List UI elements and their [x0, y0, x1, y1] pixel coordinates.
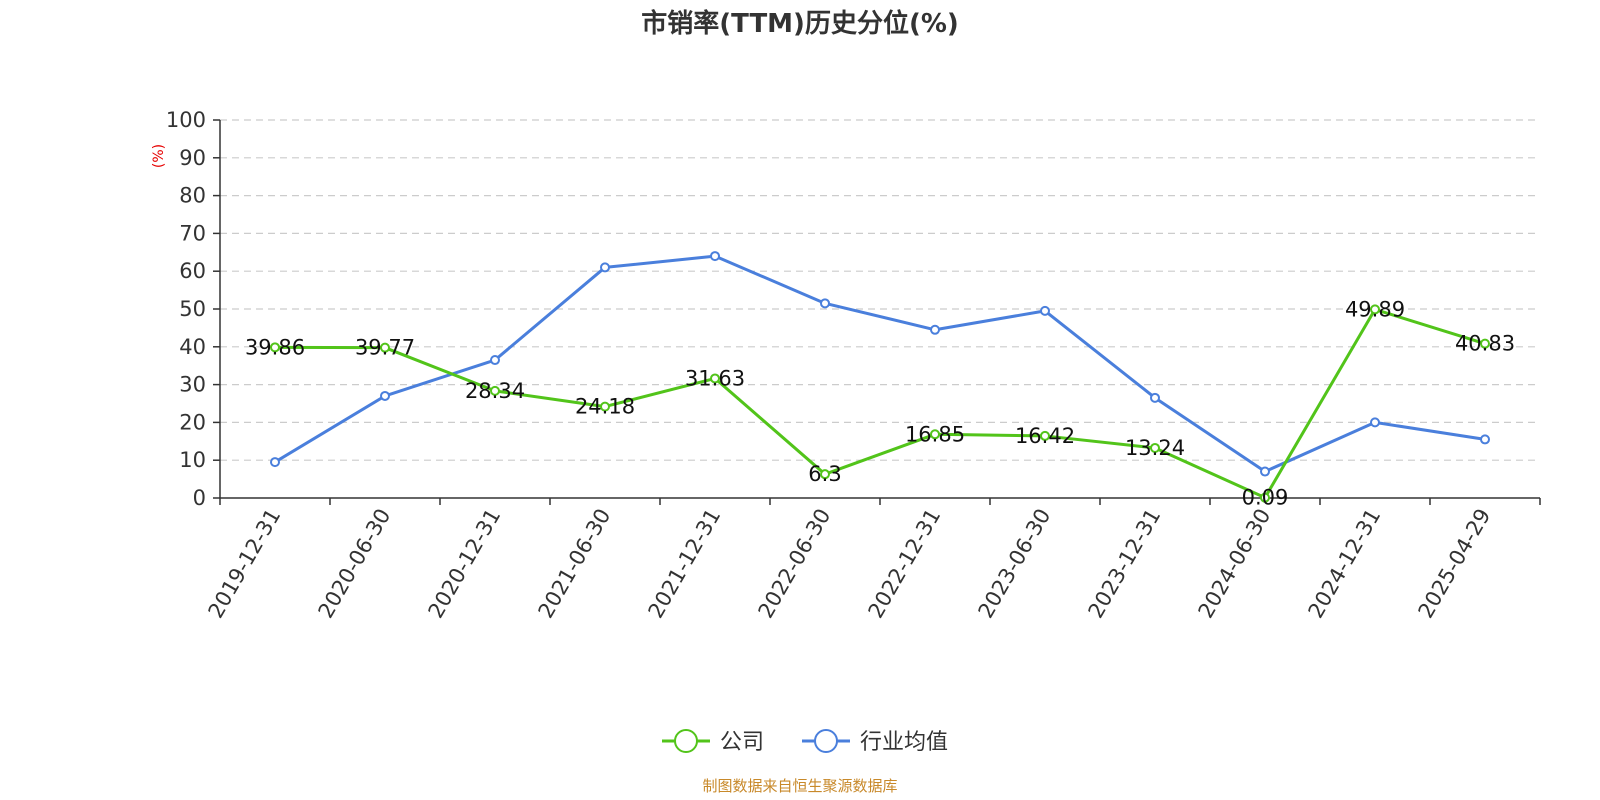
series-point-0[interactable]: [1040, 430, 1050, 441]
y-tick-label: 40: [179, 335, 206, 359]
legend-item-0[interactable]: 公司: [662, 729, 764, 755]
series-point-0[interactable]: [930, 429, 940, 440]
y-tick-label: 80: [179, 184, 206, 208]
series-point-0[interactable]: [600, 401, 610, 412]
data-label: 39.77: [355, 336, 415, 360]
data-label: 40.83: [1455, 332, 1515, 356]
x-tick-label: 2024-06-30: [1194, 505, 1276, 623]
chart-title: 市销率(TTM)历史分位(%): [641, 8, 959, 39]
series-point-0[interactable]: [490, 385, 500, 396]
series-point-0[interactable]: [820, 469, 830, 480]
x-tick-label: 2023-12-31: [1084, 505, 1166, 623]
data-label: 28.34: [465, 379, 525, 403]
data-label: 24.18: [575, 395, 635, 419]
x-tick-label: 2020-06-30: [314, 505, 396, 623]
x-tick-label: 2022-06-30: [754, 505, 836, 623]
series-line-0: [274, 307, 1486, 500]
series-point-1[interactable]: [600, 262, 610, 273]
series-point-0[interactable]: [1370, 304, 1380, 315]
y-tick-label: 20: [179, 410, 206, 434]
x-tick-labels: 2019-12-31 2020-06-30 2020-12-31 2021-06-30…: [204, 505, 1496, 623]
data-label: 6.3: [808, 462, 841, 486]
x-tick-label: 2023-06-30: [974, 505, 1056, 623]
x-tick-label: 2024-12-31: [1304, 505, 1386, 623]
y-tick-label: 0: [193, 486, 206, 510]
data-label: 49.89: [1345, 297, 1405, 321]
legend-label: 公司: [720, 730, 764, 755]
series-point-0[interactable]: [710, 373, 720, 384]
series-point-1[interactable]: [820, 298, 830, 309]
series-line-1: [274, 254, 1486, 474]
y-tick-label: 90: [179, 146, 206, 170]
gridlines: [220, 119, 1540, 461]
series-point-1[interactable]: [1370, 417, 1380, 428]
legend-item-1[interactable]: 行业均值: [802, 729, 948, 755]
series-point-0[interactable]: [1480, 338, 1490, 349]
series-point-0[interactable]: [1260, 492, 1270, 503]
series-point-1[interactable]: [1150, 392, 1160, 403]
data-label: 0.09: [1242, 486, 1289, 510]
data-labels: 39.86 39.77 28.34 24.18 31.63 6.3 16.85 16.42 13…: [245, 297, 1515, 509]
axes: [213, 119, 1541, 505]
series-point-1[interactable]: [380, 390, 390, 401]
data-label: 31.63: [685, 366, 745, 390]
legend[interactable]: 公司 行业均值: [662, 729, 948, 755]
series-point-1[interactable]: [1260, 466, 1270, 477]
series-point-1[interactable]: [490, 355, 500, 366]
x-tick-label: 2021-12-31: [644, 505, 726, 623]
series-lines: [274, 254, 1486, 500]
series-point-0[interactable]: [270, 342, 280, 353]
y-tick-label: 30: [179, 373, 206, 397]
x-tick-label: 2021-06-30: [534, 505, 616, 623]
x-tick-label: 2025-04-29: [1414, 505, 1496, 623]
legend-swatch-marker: [674, 729, 698, 753]
y-tick-label: 10: [179, 448, 206, 472]
series-point-1[interactable]: [270, 457, 280, 468]
data-label: 13.24: [1125, 436, 1185, 460]
x-tick-label: 2020-12-31: [424, 505, 506, 623]
y-tick-label: 100: [166, 108, 206, 132]
y-axis-unit-label: (%): [151, 144, 167, 168]
x-tick-label: 2019-12-31: [204, 505, 286, 623]
series-point-0[interactable]: [1150, 442, 1160, 453]
series-point-0[interactable]: [380, 342, 390, 353]
data-label: 16.42: [1015, 424, 1075, 448]
source-note: 制图数据来自恒生聚源数据库: [702, 777, 897, 795]
y-tick-label: 70: [179, 221, 206, 245]
series-point-1[interactable]: [1480, 434, 1490, 445]
y-tick-label: 60: [179, 259, 206, 283]
x-tick-label: 2022-12-31: [864, 505, 946, 623]
legend-label: 行业均值: [860, 730, 948, 755]
y-tick-labels: 0 10 20 30 40 50 60 70 80 90 100: [166, 108, 206, 510]
legend-swatch-marker: [814, 729, 838, 753]
series-point-1[interactable]: [710, 251, 720, 262]
y-tick-label: 50: [179, 297, 206, 321]
data-label: 16.85: [905, 422, 965, 446]
series-point-1[interactable]: [930, 324, 940, 335]
series-points: [270, 251, 1490, 503]
data-label: 39.86: [245, 335, 305, 359]
series-point-1[interactable]: [1040, 305, 1050, 316]
